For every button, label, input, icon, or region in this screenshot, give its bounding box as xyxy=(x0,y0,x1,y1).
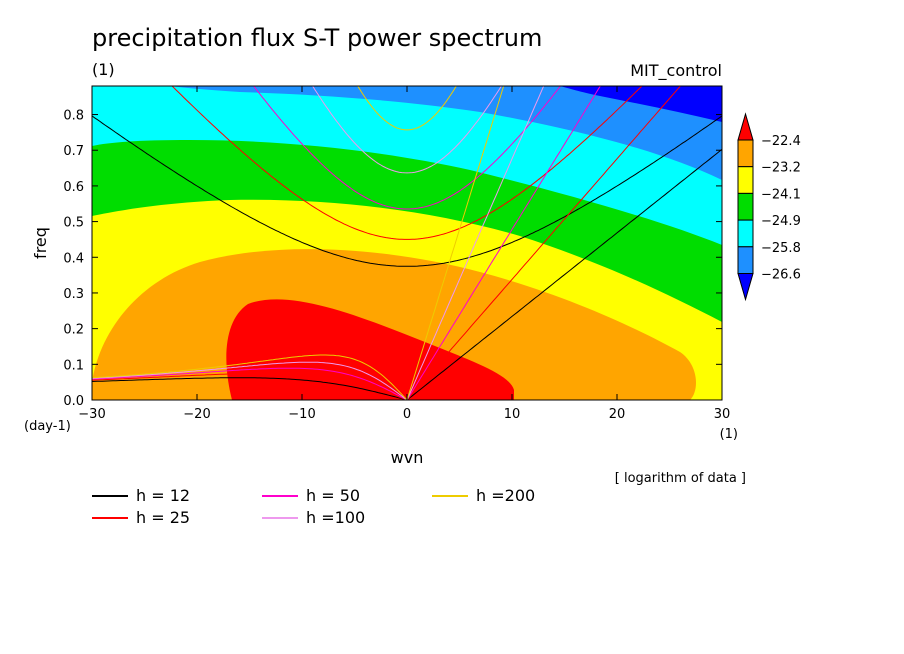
log-note: [ logarithm of data ] xyxy=(615,471,746,486)
x-tick-label: −30 xyxy=(78,407,105,422)
colorbar-label: −24.1 xyxy=(761,187,801,202)
legend-label-h100: h =100 xyxy=(306,508,365,527)
y-axis-label: freq xyxy=(31,227,50,259)
axis-ticks: −30 −20 −10 0 10 20 30 0.0 0.1 0.2 0.3 0.4 0.5 0.6 0.7… xyxy=(63,86,730,422)
x-unit-label: (1) xyxy=(720,427,738,442)
chart-title: precipitation flux S-T power spectrum xyxy=(92,24,542,52)
x-tick-label: 0 xyxy=(403,407,411,422)
y-tick-label: 0.2 xyxy=(63,323,84,338)
y-tick-label: 0.4 xyxy=(63,251,84,266)
dark-blue-band xyxy=(560,86,722,122)
y-tick-label: 0.5 xyxy=(63,216,84,231)
kelvin-curve-h12 xyxy=(406,148,722,400)
colorbar-label: −25.8 xyxy=(761,241,801,256)
ig-curve-h100 xyxy=(312,86,502,174)
ig-curve-h12 xyxy=(92,115,722,267)
red-band xyxy=(226,299,514,400)
kelvin-curve-h25 xyxy=(406,86,682,400)
y-tick-label: 0.7 xyxy=(63,144,84,159)
colorbar-segment xyxy=(737,166,754,194)
colorbar-lower-arrow xyxy=(737,273,754,302)
colorbar-segment xyxy=(737,246,754,275)
colorbar-label: −24.9 xyxy=(761,214,801,229)
x-axis-label: wvn xyxy=(391,448,424,467)
colorbar-segment xyxy=(737,219,754,248)
legend-label-h25: h = 25 xyxy=(136,508,190,527)
blue-band xyxy=(170,86,722,180)
colorbar-label: −23.2 xyxy=(761,161,801,176)
y-unit-label: (day-1) xyxy=(24,419,71,434)
rossby-curve-h200 xyxy=(92,354,408,400)
colorbar-upper-arrow xyxy=(737,112,754,141)
x-tick-label: 10 xyxy=(504,407,521,422)
x-tick-label: −10 xyxy=(288,407,315,422)
legend-label-h50: h = 50 xyxy=(306,486,360,505)
rossby-curve-h12 xyxy=(92,377,408,400)
ig-curve-h200 xyxy=(357,86,457,131)
y-tick-label: 0.6 xyxy=(63,180,84,195)
kelvin-curve-h200 xyxy=(406,86,505,400)
kelvin-curve-h50 xyxy=(406,86,601,400)
colorbar-label: −22.4 xyxy=(761,134,801,149)
legend: h = 12 h = 25 h = 50 h =100 h =200 xyxy=(92,486,535,527)
rossby-curve-h50 xyxy=(92,367,408,400)
subtitle-left: (1) xyxy=(92,60,115,79)
colorbar-segment xyxy=(737,139,754,168)
rossby-curve-h100 xyxy=(92,361,408,400)
ig-curve-h25 xyxy=(171,86,643,240)
y-tick-label: 0.3 xyxy=(63,287,84,302)
x-tick-label: −20 xyxy=(183,407,210,422)
colorbar-label: −26.6 xyxy=(761,268,801,283)
y-tick-label: 0.1 xyxy=(63,358,84,373)
ig-curve-h50 xyxy=(252,86,562,210)
rossby-curve-h25 xyxy=(92,372,408,400)
colorbar: −22.4 −23.2 −24.1 −24.9 −25.8 −26.6 xyxy=(737,112,801,302)
y-tick-label: 0.0 xyxy=(63,394,84,409)
subtitle-right: MIT_control xyxy=(630,61,722,81)
legend-label-h200: h =200 xyxy=(476,486,535,505)
kelvin-curve-h100 xyxy=(406,86,545,400)
plot-area xyxy=(92,86,722,400)
dispersion-curves xyxy=(92,86,722,400)
x-tick-label: 30 xyxy=(714,407,731,422)
y-tick-label: 0.8 xyxy=(63,109,84,124)
x-tick-label: 20 xyxy=(609,407,626,422)
colorbar-segment xyxy=(737,192,754,221)
legend-label-h12: h = 12 xyxy=(136,486,190,505)
